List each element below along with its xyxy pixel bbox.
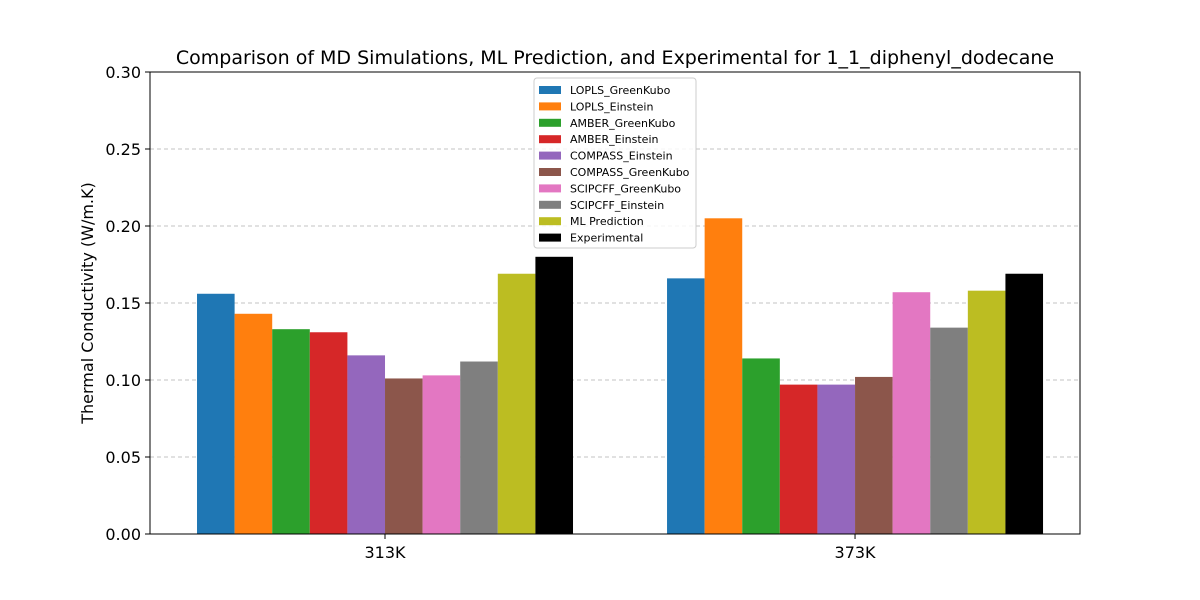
x-axis: 313K 373K <box>364 534 876 562</box>
legend-label: SCIPCFF_Einstein <box>570 199 664 212</box>
legend-label: Experimental <box>570 232 643 245</box>
legend-label: SCIPCFF_GreenKubo <box>570 182 681 195</box>
bar-amber-greenkubo-373k <box>742 358 780 534</box>
y-tick-label: 0.00 <box>105 525 141 544</box>
bar-ml-prediction-313k <box>497 273 536 534</box>
bar-amber-einstein-373k <box>779 384 818 534</box>
bar-lopls-einstein-373k <box>704 218 743 535</box>
legend: LOPLS_GreenKubo LOPLS_Einstein AMBER_Green… <box>533 77 697 249</box>
bar-lopls-greenkubo-313k <box>197 293 235 534</box>
y-tick-label: 0.10 <box>105 371 141 390</box>
legend-swatch <box>539 217 561 226</box>
y-axis: 0.00 0.05 0.10 0.15 0.20 0.25 0.30 <box>105 63 150 544</box>
legend-swatch <box>539 233 561 242</box>
bar-scipcff-einstein-373k <box>930 327 968 534</box>
bar-amber-greenkubo-313k <box>272 329 310 534</box>
bar-compass-greenkubo-373k <box>855 376 893 534</box>
bars <box>197 218 1044 535</box>
legend-box <box>533 77 697 249</box>
legend-label: COMPASS_GreenKubo <box>570 166 690 179</box>
legend-swatch <box>539 151 561 160</box>
legend-swatch <box>539 86 561 94</box>
bar-compass-einstein-373k <box>817 384 856 534</box>
bar-scipcff-einstein-313k <box>460 361 498 534</box>
legend-swatch <box>539 102 561 111</box>
bar-compass-einstein-313k <box>347 355 386 534</box>
legend-swatch <box>539 135 561 144</box>
y-tick-label: 0.30 <box>105 63 141 82</box>
y-tick-label: 0.20 <box>105 217 141 236</box>
legend-swatch <box>539 118 561 127</box>
legend-swatch <box>539 168 561 176</box>
bar-scipcff-greenkubo-313k <box>422 375 461 534</box>
legend-swatch <box>539 184 561 193</box>
x-tick-label: 313K <box>364 543 406 562</box>
bar-experimental-373k <box>1005 273 1044 534</box>
y-tick-label: 0.05 <box>105 448 141 467</box>
legend-label: AMBER_GreenKubo <box>570 117 676 130</box>
legend-label: ML Prediction <box>570 215 644 228</box>
bar-amber-einstein-313k <box>309 332 348 534</box>
chart-title: Comparison of MD Simulations, ML Predict… <box>176 47 1054 69</box>
legend-label: LOPLS_GreenKubo <box>570 84 671 97</box>
bar-scipcff-greenkubo-373k <box>892 292 931 534</box>
legend-label: COMPASS_Einstein <box>570 150 673 163</box>
bar-lopls-einstein-313k <box>234 313 273 534</box>
legend-label: AMBER_Einstein <box>570 133 659 146</box>
bar-experimental-313k <box>535 256 574 534</box>
y-tick-label: 0.25 <box>105 140 141 159</box>
bar-compass-greenkubo-313k <box>385 378 423 534</box>
x-tick-label: 373K <box>835 543 877 562</box>
y-tick-label: 0.15 <box>105 294 141 313</box>
bar-lopls-greenkubo-373k <box>667 278 705 534</box>
bar-ml-prediction-373k <box>967 290 1006 534</box>
legend-swatch <box>539 200 561 209</box>
y-axis-label: Thermal Conductivity (W/m.K) <box>78 182 97 425</box>
legend-label: LOPLS_Einstein <box>570 100 653 113</box>
